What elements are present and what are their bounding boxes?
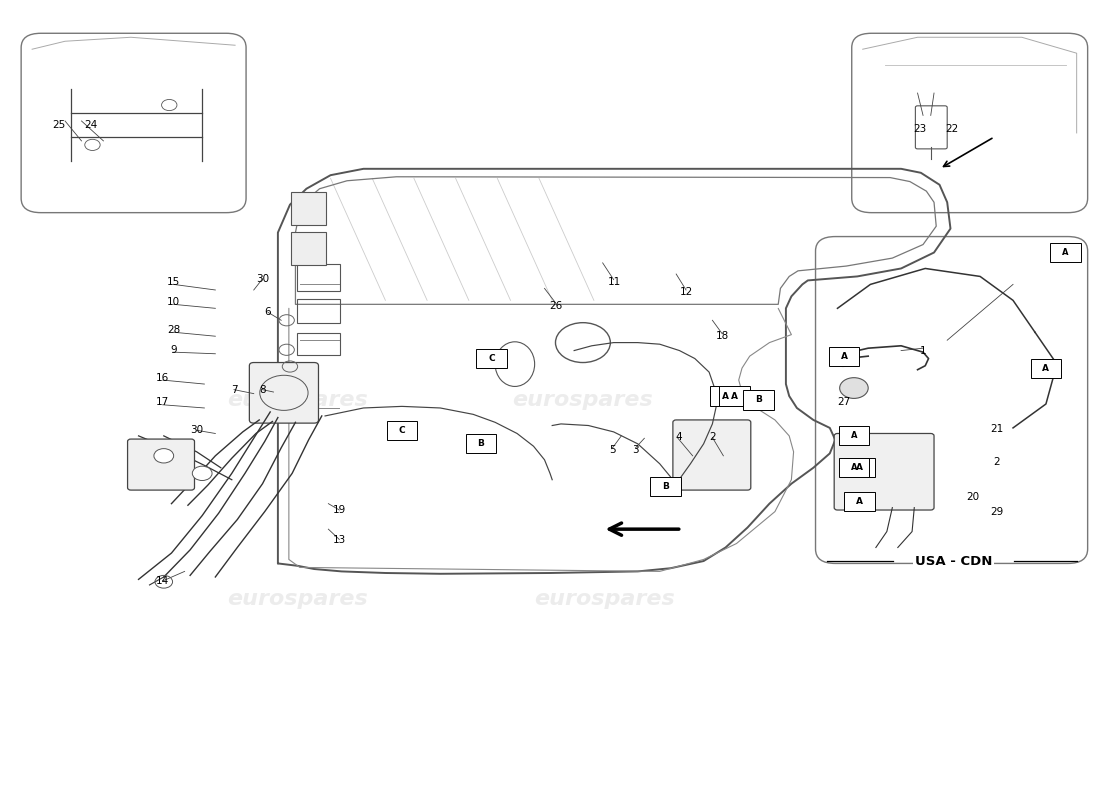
Text: B: B: [477, 439, 484, 448]
Circle shape: [839, 378, 868, 398]
FancyBboxPatch shape: [21, 34, 246, 213]
Text: 13: 13: [332, 534, 346, 545]
FancyBboxPatch shape: [828, 346, 859, 366]
FancyBboxPatch shape: [838, 458, 869, 478]
Text: 8: 8: [260, 385, 266, 394]
Text: C: C: [398, 426, 405, 434]
FancyBboxPatch shape: [292, 192, 327, 226]
FancyBboxPatch shape: [711, 386, 741, 406]
Text: 27: 27: [837, 397, 850, 406]
Text: 4: 4: [675, 433, 682, 442]
FancyBboxPatch shape: [673, 420, 751, 490]
Text: USA - CDN: USA - CDN: [915, 554, 992, 567]
Text: 22: 22: [945, 124, 958, 134]
FancyBboxPatch shape: [851, 34, 1088, 213]
FancyBboxPatch shape: [1031, 358, 1062, 378]
Text: 30: 30: [190, 426, 204, 435]
Text: A: A: [722, 391, 729, 401]
FancyBboxPatch shape: [386, 421, 417, 440]
FancyBboxPatch shape: [719, 386, 750, 406]
Text: A: A: [856, 497, 862, 506]
Text: 30: 30: [256, 274, 270, 284]
Text: 19: 19: [332, 505, 346, 515]
Text: 14: 14: [156, 576, 169, 586]
Text: 10: 10: [167, 297, 180, 307]
Text: 26: 26: [549, 301, 562, 311]
FancyBboxPatch shape: [650, 477, 681, 496]
Circle shape: [154, 449, 174, 463]
Text: A: A: [856, 463, 862, 472]
Text: 18: 18: [716, 331, 729, 342]
Text: 23: 23: [913, 124, 926, 134]
Text: 9: 9: [170, 345, 177, 354]
Text: 6: 6: [265, 307, 272, 318]
Text: 15: 15: [167, 277, 180, 287]
FancyBboxPatch shape: [744, 390, 773, 410]
Text: A: A: [850, 463, 857, 472]
Text: eurospares: eurospares: [513, 390, 653, 410]
Text: A: A: [1043, 364, 1049, 373]
Text: 25: 25: [52, 120, 65, 130]
Text: 5: 5: [609, 446, 616, 455]
Text: 1: 1: [920, 346, 926, 355]
Circle shape: [192, 466, 212, 481]
Text: A: A: [730, 391, 738, 401]
Text: 12: 12: [680, 287, 693, 298]
FancyBboxPatch shape: [834, 434, 934, 510]
Text: 11: 11: [608, 277, 622, 287]
Text: 3: 3: [632, 446, 639, 455]
FancyBboxPatch shape: [465, 434, 496, 454]
FancyBboxPatch shape: [844, 458, 875, 478]
Text: 21: 21: [990, 425, 1003, 434]
Text: 17: 17: [156, 398, 169, 407]
FancyBboxPatch shape: [128, 439, 195, 490]
FancyBboxPatch shape: [476, 349, 507, 368]
FancyBboxPatch shape: [292, 232, 327, 266]
FancyBboxPatch shape: [250, 362, 319, 423]
FancyBboxPatch shape: [838, 426, 869, 446]
Text: 24: 24: [85, 120, 98, 130]
Text: 20: 20: [966, 492, 979, 502]
FancyBboxPatch shape: [815, 237, 1088, 563]
Text: B: B: [755, 395, 762, 405]
FancyBboxPatch shape: [1050, 243, 1081, 262]
Text: A: A: [1063, 248, 1069, 257]
Text: eurospares: eurospares: [228, 590, 368, 610]
Text: 28: 28: [167, 325, 180, 335]
Text: eurospares: eurospares: [228, 390, 368, 410]
Text: 7: 7: [231, 385, 238, 394]
Text: eurospares: eurospares: [535, 590, 675, 610]
Text: A: A: [850, 431, 857, 440]
Text: A: A: [840, 352, 848, 361]
FancyBboxPatch shape: [844, 492, 875, 511]
Text: 2: 2: [710, 433, 716, 442]
Text: 2: 2: [993, 457, 1000, 467]
Text: C: C: [488, 354, 495, 363]
Text: 29: 29: [990, 506, 1003, 517]
Text: B: B: [662, 482, 669, 490]
Text: 16: 16: [156, 373, 169, 382]
